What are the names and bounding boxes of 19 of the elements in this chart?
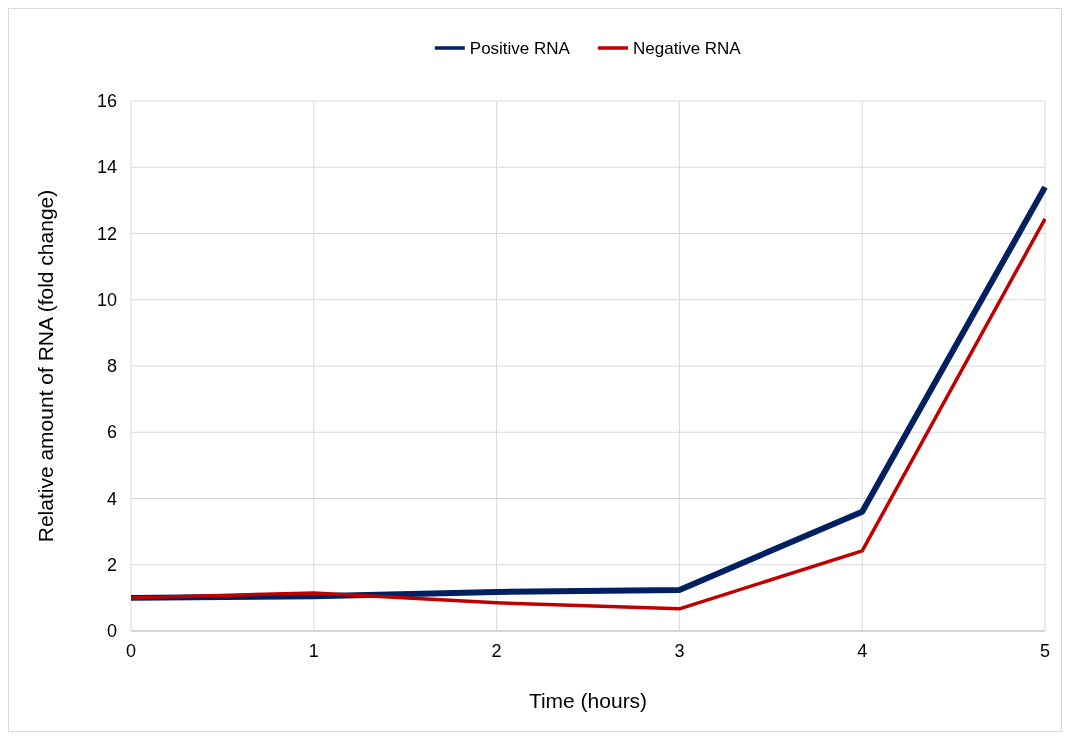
y-tick-label: 0 [106, 621, 117, 641]
x-tick-label: 3 [674, 641, 685, 661]
y-tick-label: 2 [106, 554, 117, 575]
y-tick-label: 16 [96, 91, 117, 111]
x-tick-label: 0 [125, 641, 137, 661]
legend-label: Negative RNA [633, 39, 742, 58]
y-tick-label: 12 [96, 223, 117, 244]
legend-label: Positive RNA [469, 39, 571, 58]
x-tick-label: 4 [857, 641, 868, 661]
y-tick-label: 4 [106, 488, 117, 509]
y-axis-title: Relative amount of RNA (fold change) [34, 189, 57, 543]
x-tick-label: 2 [491, 641, 502, 661]
y-tick-label: 6 [106, 422, 117, 443]
y-tick-label: 8 [106, 356, 117, 376]
y-tick-label: 14 [96, 157, 117, 178]
x-axis-title: Time (hours) [528, 689, 648, 712]
y-tick-label: 10 [96, 289, 117, 310]
x-tick-label: 5 [1039, 641, 1051, 661]
x-tick-label: 1 [308, 641, 319, 661]
